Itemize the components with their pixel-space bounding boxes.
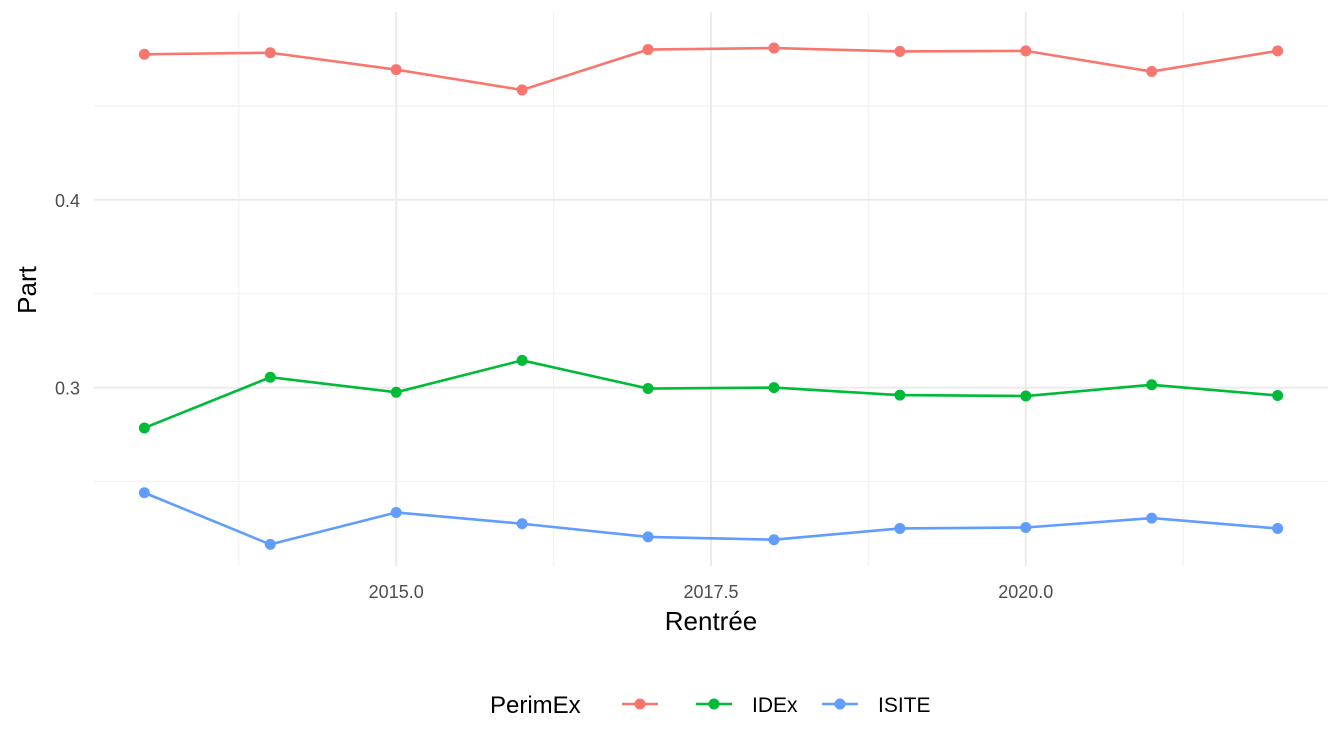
- data-point-unnamed-2018: [768, 42, 780, 54]
- data-point-unnamed-2021: [1146, 66, 1158, 78]
- data-point-idex-2022: [1272, 389, 1284, 401]
- data-point-isite-2019: [894, 522, 906, 534]
- legend-label-idex: IDEx: [752, 694, 798, 717]
- legend: PerimEx IDEx ISITE: [490, 692, 931, 719]
- data-point-unnamed-2020: [1020, 45, 1032, 57]
- legend-label-isite: ISITE: [878, 694, 931, 717]
- y-tick-label-1: 0.4: [55, 191, 80, 211]
- x-axis-title: Rentrée: [665, 606, 758, 636]
- data-point-idex-2016: [516, 354, 528, 366]
- tick-labels: 2015.0 2017.5 2020.0 0.3 0.4: [55, 191, 1053, 602]
- data-point-isite-2014: [264, 538, 276, 550]
- legend-key-point-idex: [708, 698, 720, 710]
- major-gridlines: [94, 12, 1328, 566]
- data-point-idex-2015: [390, 386, 402, 398]
- data-point-unnamed-2019: [894, 45, 906, 57]
- data-point-idex-2013: [138, 422, 150, 434]
- legend-key-point-unnamed: [634, 698, 646, 710]
- data-point-idex-2017: [642, 383, 654, 395]
- x-tick-label-1: 2017.5: [683, 582, 738, 602]
- data-point-isite-2021: [1146, 512, 1158, 524]
- data-point-idex-2014: [264, 371, 276, 383]
- series-unnamed: [138, 42, 1284, 96]
- data-point-idex-2020: [1020, 390, 1032, 402]
- legend-item-unnamed: [622, 698, 658, 710]
- data-point-unnamed-2022: [1272, 45, 1284, 57]
- series-line-isite: [143, 491, 1278, 546]
- data-point-idex-2018: [768, 382, 780, 394]
- data-point-unnamed-2017: [642, 44, 654, 56]
- data-point-isite-2017: [642, 531, 654, 543]
- legend-item-isite: ISITE: [822, 694, 931, 717]
- legend-key-point-isite: [834, 698, 846, 710]
- series-line-unnamed: [144, 46, 1278, 92]
- series-layer: [138, 42, 1284, 550]
- series-idex: [138, 354, 1284, 434]
- data-point-idex-2019: [894, 389, 906, 401]
- data-point-isite-2018: [768, 534, 780, 546]
- legend-item-idex: IDEx: [696, 694, 798, 717]
- data-point-isite-2020: [1020, 522, 1032, 534]
- x-tick-label-0: 2015.0: [369, 582, 424, 602]
- data-point-unnamed-2015: [390, 64, 402, 76]
- series-line-idex: [143, 359, 1278, 430]
- data-point-isite-2022: [1272, 522, 1284, 534]
- data-point-isite-2016: [516, 518, 528, 530]
- data-point-isite-2013: [138, 487, 150, 499]
- data-point-unnamed-2013: [138, 48, 150, 60]
- legend-items: IDEx ISITE: [622, 694, 931, 717]
- legend-title: PerimEx: [490, 692, 581, 719]
- y-axis-title: Part: [12, 265, 42, 313]
- data-point-unnamed-2014: [264, 47, 276, 59]
- x-tick-label-2: 2020.0: [998, 582, 1053, 602]
- data-point-unnamed-2016: [516, 84, 528, 96]
- series-isite: [138, 487, 1284, 550]
- data-point-isite-2015: [390, 506, 402, 518]
- y-tick-label-0: 0.3: [55, 379, 80, 399]
- data-point-idex-2021: [1146, 379, 1158, 391]
